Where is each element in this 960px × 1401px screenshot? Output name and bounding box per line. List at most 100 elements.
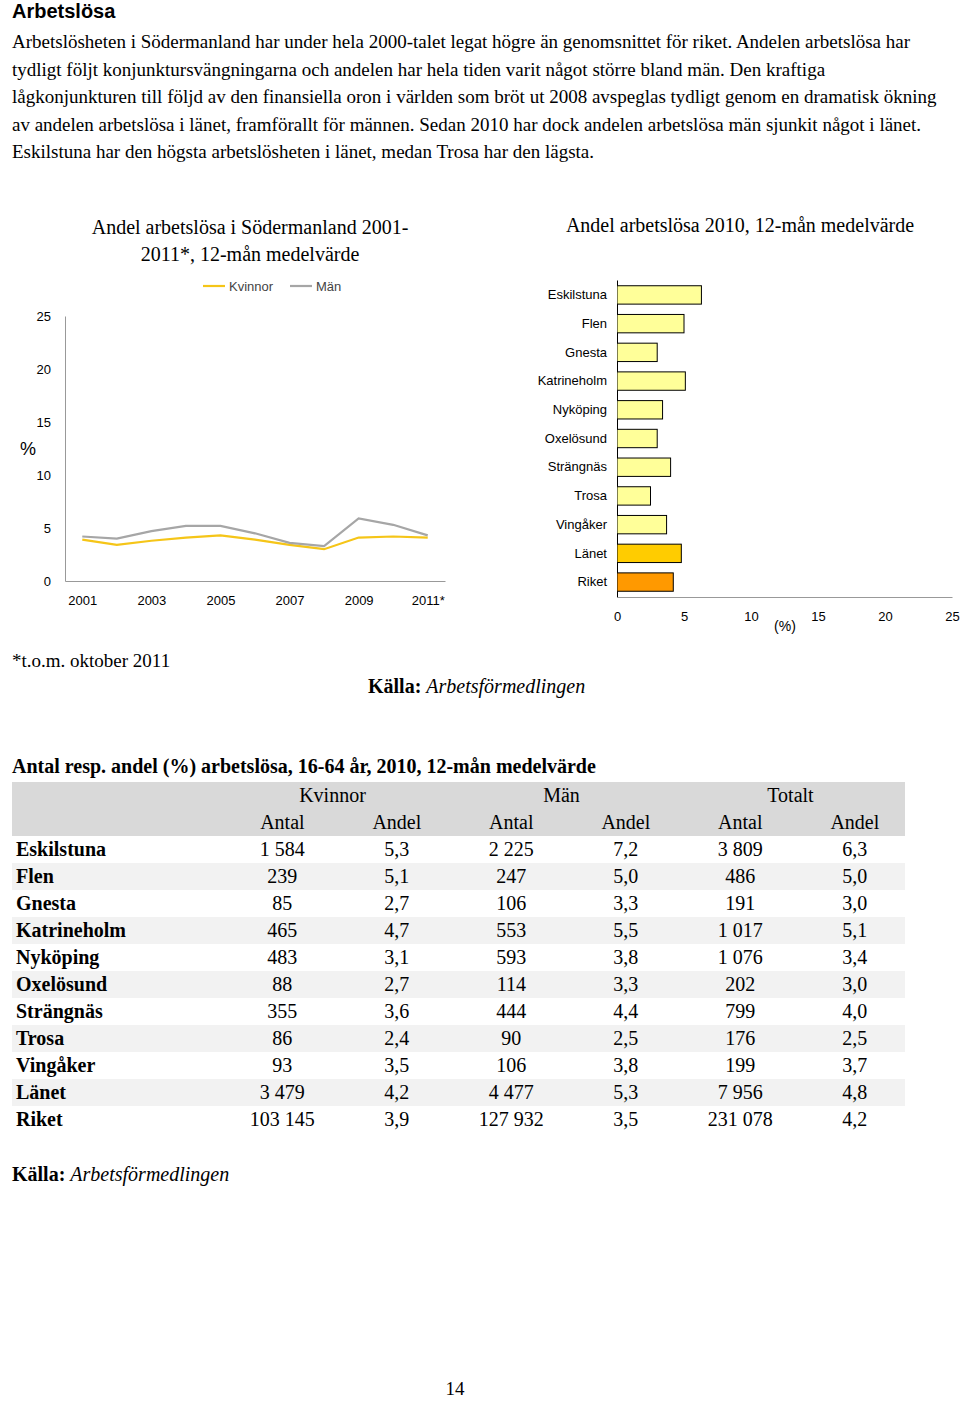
header-cell: Andel: [805, 809, 905, 836]
paragraph: Arbetslösheten i Södermanland har under …: [12, 28, 947, 166]
table-row: Länet3 4794,24 4775,37 9564,8: [12, 1079, 905, 1106]
table-row: Trosa862,4902,51762,5: [12, 1025, 905, 1052]
tick: Vingåker: [556, 517, 617, 532]
tick: 2009: [345, 581, 374, 608]
header-row: AntalAndelAntalAndelAntalAndel: [12, 809, 905, 836]
table-cell: 247: [447, 863, 576, 890]
tick: Gnesta: [565, 345, 617, 360]
tick-label: 2001: [68, 593, 97, 608]
table-cell: 90: [447, 1025, 576, 1052]
page: ArbetslösaArbetslösheten i Södermanland …: [0, 0, 960, 1401]
table-cell: 3 479: [218, 1079, 347, 1106]
bar: [617, 401, 663, 419]
row-label: Riket: [12, 1106, 218, 1133]
chart-title: Andel arbetslösa i Södermanland 2001-201…: [80, 214, 420, 268]
page-number: 14: [430, 1378, 480, 1400]
tick: 2011*: [412, 581, 445, 608]
table-cell: 88: [218, 971, 347, 998]
header-cell: Antal: [447, 809, 576, 836]
bar: [617, 372, 685, 390]
tick: 2007: [276, 581, 305, 608]
series-line: [82, 518, 427, 546]
bar: [617, 544, 681, 562]
table-cell: 2 225: [447, 836, 576, 863]
axis: 0510152025: [37, 309, 66, 589]
table-cell: 465: [218, 917, 347, 944]
tick-label: 5: [681, 609, 688, 624]
row-label: Gnesta: [12, 890, 218, 917]
table-cell: 3,8: [576, 1052, 676, 1079]
tick: Trosa: [574, 488, 617, 503]
table-cell: 3,4: [805, 944, 905, 971]
axis-title: %: [20, 439, 36, 459]
table-cell: 4,8: [805, 1079, 905, 1106]
table-wrap: KvinnorMänTotaltAntalAndelAntalAndelAnta…: [12, 782, 905, 1133]
tick: 5: [44, 521, 65, 536]
table-cell: 1 017: [676, 917, 805, 944]
table-cell: 6,3: [805, 836, 905, 863]
row-label: Flen: [12, 863, 218, 890]
header-cell: Totalt: [676, 782, 905, 809]
tick: 5: [681, 597, 688, 624]
axis: 2001 2003 2005 2007 2009 2011*: [66, 581, 446, 608]
tick-label: Trosa: [574, 488, 608, 503]
tick-label: 0: [44, 574, 51, 589]
tick-label: Eskilstuna: [548, 287, 608, 302]
source-label: Källa:: [12, 1163, 65, 1185]
table-cell: 4,2: [805, 1106, 905, 1133]
header-cell: Män: [447, 782, 676, 809]
header-cell: [12, 809, 218, 836]
chart-title: Andel arbetslösa 2010, 12-mån medelvärde: [515, 214, 960, 237]
table-cell: 593: [447, 944, 576, 971]
tick: Nyköping: [553, 402, 617, 417]
bar: [617, 487, 651, 505]
table-row: Eskilstuna1 5845,32 2257,23 8096,3: [12, 836, 905, 863]
table-cell: 93: [218, 1052, 347, 1079]
table-cell: 103 145: [218, 1106, 347, 1133]
table-cell: 239: [218, 863, 347, 890]
tick: 2001: [68, 581, 97, 608]
table-cell: 553: [447, 917, 576, 944]
row-label: Oxelösund: [12, 971, 218, 998]
tick-label: 15: [37, 415, 51, 430]
table-cell: 3,0: [805, 890, 905, 917]
tick-label: 15: [811, 609, 825, 624]
tick: 15: [37, 415, 65, 430]
bar: [617, 515, 667, 533]
table-cell: 3,3: [576, 971, 676, 998]
table-cell: 3,6: [347, 998, 447, 1025]
axis: EskilstunaFlenGnestaKatrineholmNyköpingO…: [538, 281, 618, 598]
table-cell: 444: [447, 998, 576, 1025]
tick: 2005: [206, 581, 235, 608]
table-row: Riket103 1453,9127 9323,5231 0784,2: [12, 1106, 905, 1133]
tick: Katrineholm: [538, 373, 617, 388]
tick-label: 2007: [276, 593, 305, 608]
table-row: Strängnäs3553,64444,47994,0: [12, 998, 905, 1025]
table-cell: 4,2: [347, 1079, 447, 1106]
table-cell: 3,9: [347, 1106, 447, 1133]
source: Källa: Arbetsförmedlingen: [12, 1163, 229, 1186]
tick-label: 5: [44, 521, 51, 536]
table-cell: 5,1: [347, 863, 447, 890]
table-cell: 3 809: [676, 836, 805, 863]
legend-label: Kvinnor: [229, 279, 274, 294]
row-label: Nyköping: [12, 944, 218, 971]
legend-label: Män: [316, 279, 341, 294]
table-cell: 176: [676, 1025, 805, 1052]
tick: Oxelösund: [545, 431, 617, 446]
tick: Länet: [574, 546, 617, 561]
header-cell: Andel: [576, 809, 676, 836]
table-cell: 85: [218, 890, 347, 917]
table-cell: 3,3: [576, 890, 676, 917]
tick-label: 25: [945, 609, 959, 624]
footnote: *t.o.m. oktober 2011: [12, 650, 170, 672]
tick-label: Vingåker: [556, 517, 608, 532]
table-row: Katrineholm4654,75535,51 0175,1: [12, 917, 905, 944]
tick-label: 2003: [137, 593, 166, 608]
header-cell: Kvinnor: [218, 782, 447, 809]
tick: 2003: [137, 581, 166, 608]
table-cell: 106: [447, 890, 576, 917]
source-text: Arbetsförmedlingen: [426, 675, 585, 697]
tick: Strängnäs: [548, 459, 617, 474]
table-cell: 5,3: [347, 836, 447, 863]
